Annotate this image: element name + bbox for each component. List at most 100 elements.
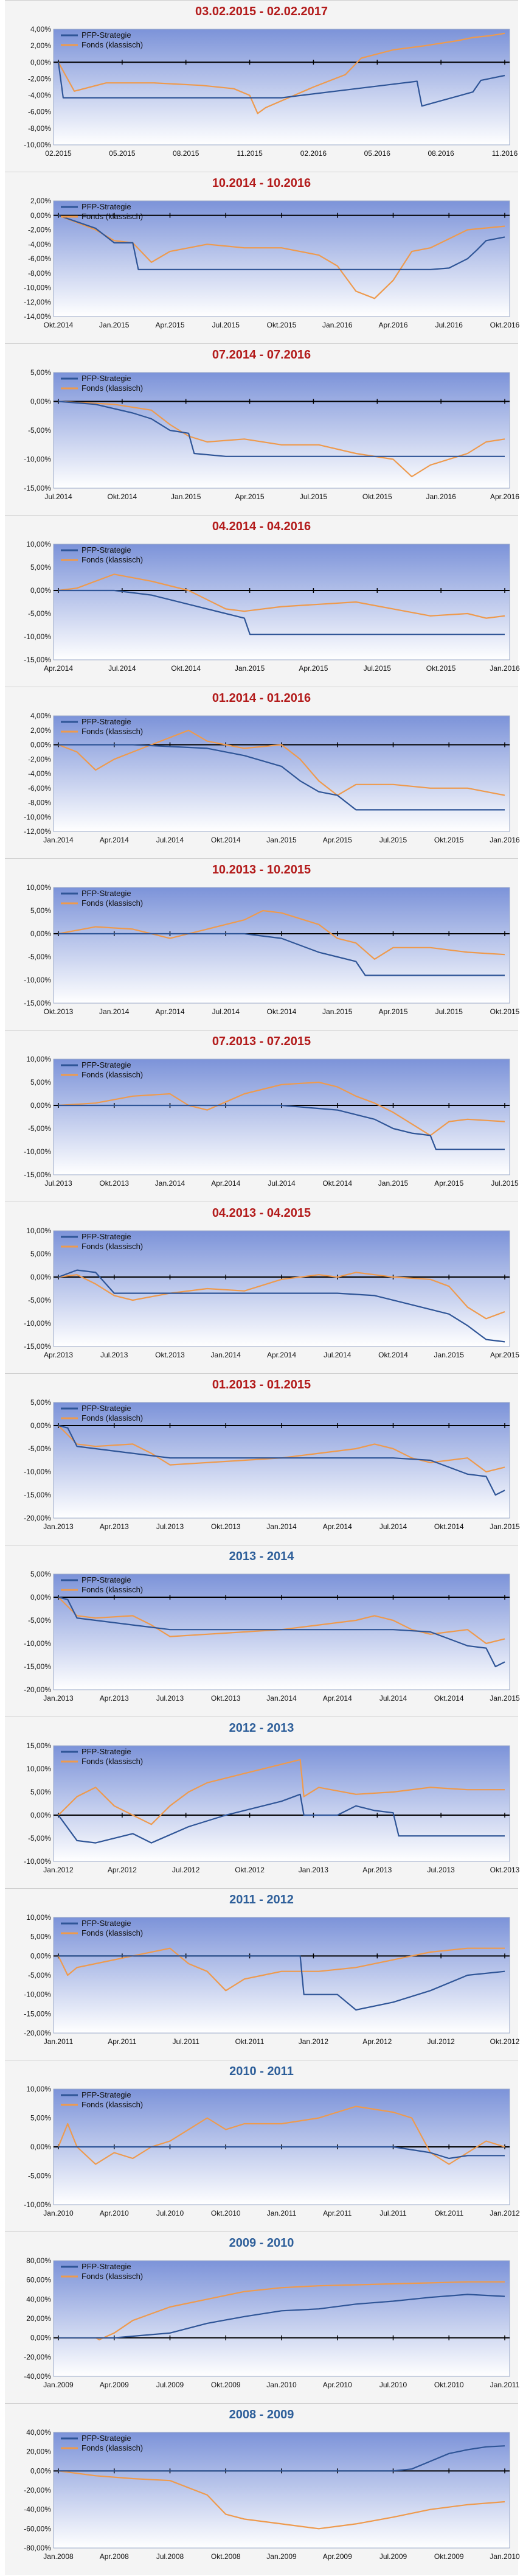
plot-area bbox=[53, 1917, 510, 2034]
x-tick-label: Jul.2013 bbox=[100, 1351, 128, 1359]
x-tick-label: 11.2016 bbox=[492, 149, 518, 158]
x-tick-label: Jan.2015 bbox=[235, 664, 265, 673]
x-tick-label: Okt.2014 bbox=[434, 1522, 464, 1531]
x-tick-label: Jan.2015 bbox=[434, 1351, 465, 1359]
y-tick-label: -10,00% bbox=[24, 2200, 51, 2209]
line-chart: 5,00% 0,00% -5,00% -10,00% -15,00%Jul.2014 Ok… bbox=[24, 368, 519, 501]
plot-area bbox=[53, 1230, 510, 1347]
series-line bbox=[57, 2105, 505, 2165]
x-tick-label: Apr.2015 bbox=[299, 664, 328, 673]
legend-label: PFP-Strategie bbox=[81, 202, 131, 211]
x-tick-label: Okt.2015 bbox=[490, 1007, 520, 1016]
legend-label: PFP-Strategie bbox=[81, 545, 131, 555]
series-line bbox=[58, 2146, 505, 2160]
x-tick-label: Jul.2013 bbox=[427, 1866, 455, 1874]
legend-label: Fonds (klassisch) bbox=[81, 898, 143, 908]
chart-panel: 01.2013 - 01.2015 5,00% 0,00% -5,00% -10,00%… bbox=[0, 1373, 523, 1545]
x-tick-label: Jan.2011 bbox=[267, 2209, 297, 2217]
y-tick-label: 0,00% bbox=[30, 929, 51, 938]
y-tick-label: 20,00% bbox=[26, 2314, 51, 2323]
legend-label: PFP-Strategie bbox=[81, 374, 131, 383]
y-tick-label: -10,00% bbox=[24, 1147, 51, 1156]
legend-label: PFP-Strategie bbox=[81, 2090, 131, 2099]
x-tick-label: Jan.2013 bbox=[299, 1866, 329, 1874]
legend-label: PFP-Strategie bbox=[81, 2262, 131, 2271]
y-tick-label: 15,00% bbox=[26, 1741, 51, 1750]
plot-area bbox=[53, 29, 510, 145]
y-tick-label: 0,00% bbox=[30, 1101, 51, 1110]
y-tick-label: -8,00% bbox=[28, 269, 51, 278]
y-tick-label: 10,00% bbox=[26, 1055, 51, 1063]
y-tick-label: -15,00% bbox=[24, 1171, 51, 1179]
x-tick-label: Jan.2010 bbox=[43, 2209, 74, 2217]
plot-area bbox=[53, 1059, 510, 1175]
x-tick-label: Okt.2009 bbox=[434, 2552, 464, 2561]
series-line bbox=[58, 1269, 505, 1343]
y-tick-label: -4,00% bbox=[28, 769, 51, 778]
chart-panel: 2008 - 2009 40,00% 20,00% 0,00% -20,00% -40,0… bbox=[0, 2403, 523, 2575]
x-tick-label: Apr.2015 bbox=[235, 492, 265, 501]
y-tick-label: -15,00% bbox=[24, 1491, 51, 1499]
y-tick-label: 0,00% bbox=[30, 397, 51, 406]
series-line bbox=[58, 909, 505, 960]
y-tick-label: -10,00% bbox=[24, 813, 51, 821]
chart-title: 2013 - 2014 bbox=[229, 1550, 294, 1563]
x-tick-label: Apr.2014 bbox=[211, 1179, 240, 1188]
x-tick-label: Okt.2013 bbox=[211, 1694, 241, 1703]
x-tick-label: Jul.2013 bbox=[44, 1179, 72, 1188]
y-tick-label: -10,00% bbox=[24, 1639, 51, 1648]
chart-panel: 10.2013 - 10.2015 10,00% 5,00% 0,00% -5,00% -… bbox=[0, 858, 523, 1030]
y-tick-label: -12,00% bbox=[24, 298, 51, 306]
x-tick-label: Jan.2011 bbox=[490, 2381, 520, 2389]
x-tick-label: Jan.2015 bbox=[171, 492, 201, 501]
x-tick-label: Okt.2012 bbox=[235, 1866, 265, 1874]
series-line bbox=[58, 589, 505, 635]
legend-label: PFP-Strategie bbox=[81, 1232, 131, 1241]
series-line bbox=[58, 933, 505, 976]
x-tick-label: Okt.2015 bbox=[362, 492, 392, 501]
chart-title: 2010 - 2011 bbox=[229, 2065, 294, 2078]
y-tick-label: -5,00% bbox=[28, 953, 51, 961]
legend-label: Fonds (klassisch) bbox=[81, 212, 143, 221]
line-chart: 80,00% 60,00% 40,00% 20,00% 0,00% -20,00% -40,… bbox=[24, 2256, 520, 2389]
x-tick-label: Apr.2014 bbox=[323, 1522, 352, 1531]
y-tick-label: -20,00% bbox=[24, 2353, 51, 2361]
series-line bbox=[58, 1759, 505, 1825]
legend-label: PFP-Strategie bbox=[81, 2434, 131, 2443]
plot-area bbox=[53, 715, 510, 832]
y-tick-label: -4,00% bbox=[28, 91, 51, 100]
x-tick-label: Apr.2012 bbox=[108, 1866, 137, 1874]
series-line bbox=[58, 401, 505, 478]
legend-label: Fonds (klassisch) bbox=[81, 2100, 143, 2109]
x-tick-label: Apr.2016 bbox=[378, 321, 407, 329]
y-tick-label: 5,00% bbox=[30, 906, 51, 915]
chart-title: 01.2013 - 01.2015 bbox=[212, 1378, 311, 1391]
x-tick-label: Jul.2011 bbox=[172, 2037, 199, 2046]
x-tick-label: Okt.2011 bbox=[235, 2037, 265, 2046]
legend-label: PFP-Strategie bbox=[81, 1404, 131, 1413]
x-tick-label: Okt.2014 bbox=[434, 1694, 464, 1703]
x-tick-label: Jan.2012 bbox=[490, 2209, 520, 2217]
line-chart: 15,00%10,00%5,00%0,00%-5,00%-10,00%Jan.2… bbox=[24, 1741, 519, 1874]
x-tick-label: Okt.2015 bbox=[267, 321, 297, 329]
x-tick-label: Jul.2012 bbox=[427, 2037, 455, 2046]
series-line bbox=[58, 573, 505, 619]
y-tick-label: 10,00% bbox=[26, 883, 51, 892]
chart-panel: 2011 - 2012 10,00% 5,00% 0,00% -5,00% -10,00%… bbox=[0, 1888, 523, 2060]
x-tick-label: 11.2015 bbox=[237, 149, 263, 158]
x-tick-label: Jul.2014 bbox=[212, 1007, 240, 1016]
line-chart: 10,00%5,00%0,00%-5,00%-10,00%-15,00%Jul.… bbox=[24, 1055, 519, 1188]
x-tick-label: Jan.2015 bbox=[378, 1179, 409, 1188]
y-tick-label: -5,00% bbox=[28, 2172, 51, 2180]
y-tick-label: -6,00% bbox=[28, 784, 51, 793]
chart-title: 01.2014 - 01.2016 bbox=[212, 691, 311, 705]
y-tick-label: 0,00% bbox=[30, 2466, 51, 2475]
y-tick-label: 5,00% bbox=[30, 1398, 51, 1407]
line-chart: 10,00% 5,00% 0,00% -5,00% -10,00% -15,00% -20,… bbox=[24, 1913, 519, 2046]
y-tick-label: 2,00% bbox=[30, 41, 51, 50]
y-tick-label: 5,00% bbox=[30, 2114, 51, 2123]
x-tick-label: Apr.2014 bbox=[267, 1351, 296, 1359]
plot-area bbox=[53, 200, 510, 317]
chart-title: 04.2013 - 04.2015 bbox=[212, 1206, 311, 1220]
y-tick-label: -10,00% bbox=[24, 141, 51, 149]
